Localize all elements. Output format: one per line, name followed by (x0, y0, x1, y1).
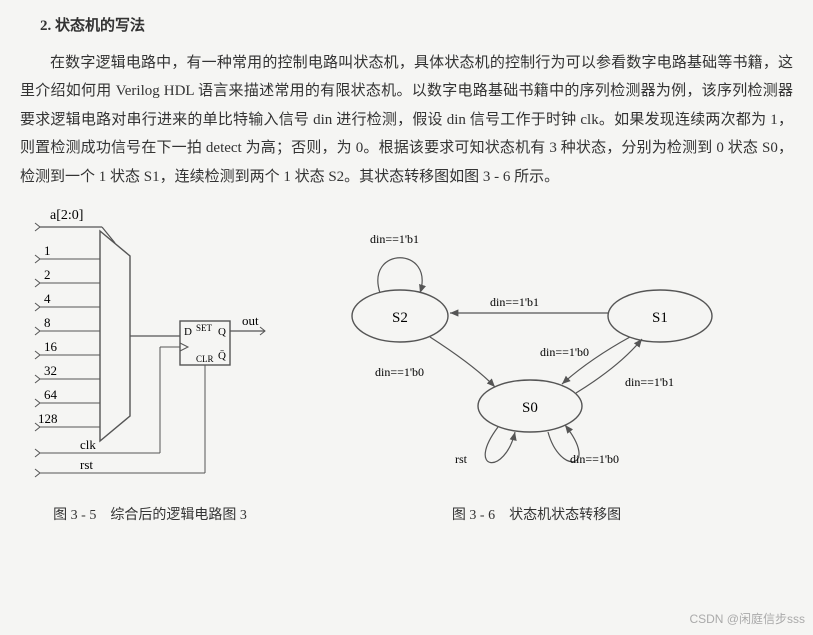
svg-text:din==1'b0: din==1'b0 (540, 345, 589, 359)
svg-text:CLR: CLR (196, 354, 214, 364)
svg-text:S2: S2 (392, 310, 408, 326)
caption-row: 图 3 - 5 综合后的逻辑电路图 3 图 3 - 6 状态机状态转移图 (20, 503, 793, 530)
svg-text:32: 32 (44, 363, 57, 378)
svg-text:128: 128 (38, 411, 58, 426)
bus-label: a[2:0] (50, 208, 83, 223)
mux-shape (100, 231, 130, 441)
figure-3-6: S2 S1 S0 din==1'b1 din==1'b1 din==1'b0 d… (280, 201, 793, 497)
svg-text:Q: Q (218, 326, 226, 338)
svg-text:8: 8 (44, 315, 51, 330)
svg-text:din==1'b0: din==1'b0 (570, 452, 619, 466)
svg-text:SET: SET (196, 323, 213, 333)
svg-text:1: 1 (44, 243, 51, 258)
mux-inputs: 1 2 4 8 16 32 64 128 (38, 243, 100, 427)
caption-3-5: 图 3 - 5 综合后的逻辑电路图 3 (20, 503, 280, 530)
svg-text:4: 4 (44, 291, 51, 306)
out-label: out (242, 313, 259, 328)
rst-label: rst (80, 457, 93, 472)
edge-s2-self (378, 258, 422, 293)
svg-text:S0: S0 (522, 400, 538, 416)
watermark: CSDN @闲庭信步sss (689, 608, 805, 631)
section-heading: 2. 状态机的写法 (20, 12, 793, 41)
body-paragraph: 在数字逻辑电路中，有一种常用的控制电路叫状态机，具体状态机的控制行为可以参看数字… (20, 49, 793, 192)
svg-text:64: 64 (44, 387, 58, 402)
figure-row: a[2:0] 1 2 4 8 16 32 64 128 D SET (20, 201, 793, 497)
clk-label: clk (80, 437, 96, 452)
svg-text:S1: S1 (652, 310, 668, 326)
edge-s2-s0 (430, 337, 495, 387)
svg-text:din==1'b1: din==1'b1 (625, 375, 674, 389)
caption-3-6: 图 3 - 6 状态机状态转移图 (280, 503, 793, 530)
svg-text:din==1'b1: din==1'b1 (490, 295, 539, 309)
svg-text:Q̄: Q̄ (218, 350, 226, 362)
svg-text:D: D (184, 326, 192, 338)
edge-s0-rst (485, 427, 515, 463)
svg-text:16: 16 (44, 339, 58, 354)
svg-text:rst: rst (455, 452, 468, 466)
svg-text:din==1'b1: din==1'b1 (370, 232, 419, 246)
svg-text:2: 2 (44, 267, 51, 282)
figure-3-5: a[2:0] 1 2 4 8 16 32 64 128 D SET (20, 201, 280, 497)
svg-text:din==1'b0: din==1'b0 (375, 365, 424, 379)
